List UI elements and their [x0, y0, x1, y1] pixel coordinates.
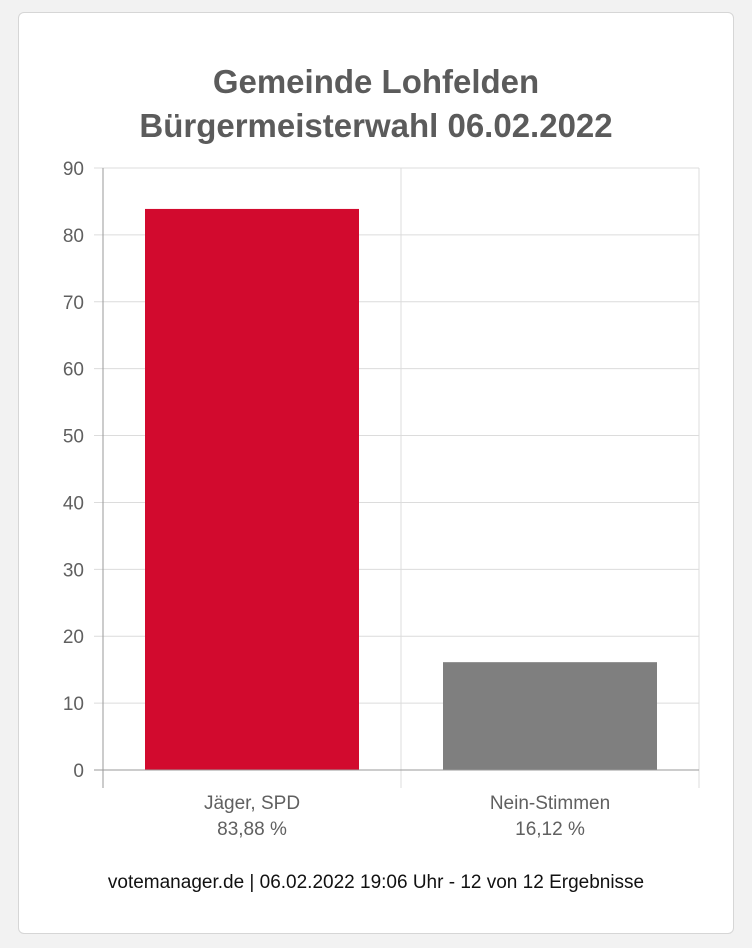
y-tick-label: 20 [63, 627, 84, 648]
y-tick-label: 0 [73, 761, 84, 782]
y-tick-label: 90 [63, 159, 84, 180]
value-label: 83,88 % [217, 819, 287, 840]
bar [443, 662, 657, 770]
chart-card [18, 12, 734, 934]
chart-title-block: Gemeinde Lohfelden Bürgermeisterwahl 06.… [0, 60, 752, 148]
y-tick-label: 40 [63, 493, 84, 514]
bar [145, 208, 359, 770]
y-tick-label: 10 [63, 694, 84, 715]
category-label: Nein-Stimmen [490, 793, 610, 814]
value-label: 16,12 % [515, 819, 585, 840]
y-tick-label: 60 [63, 360, 84, 381]
chart-subtitle: Bürgermeisterwahl 06.02.2022 [139, 107, 613, 144]
y-tick-label: 80 [63, 226, 84, 247]
chart-title: Gemeinde Lohfelden [212, 63, 540, 100]
bars [145, 208, 657, 770]
y-tick-label: 70 [63, 293, 84, 314]
category-label: Jäger, SPD [204, 793, 300, 814]
labels: 0 10 20 30 40 50 60 70 80 90 Jäger, SPD 83,88 % Nein… [63, 159, 610, 840]
source-footer: votemanager.de | 06.02.2022 19:06 Uhr - … [107, 872, 645, 893]
y-tick-label: 30 [63, 560, 84, 581]
axes [94, 168, 699, 788]
y-tick-label: 50 [63, 427, 84, 448]
